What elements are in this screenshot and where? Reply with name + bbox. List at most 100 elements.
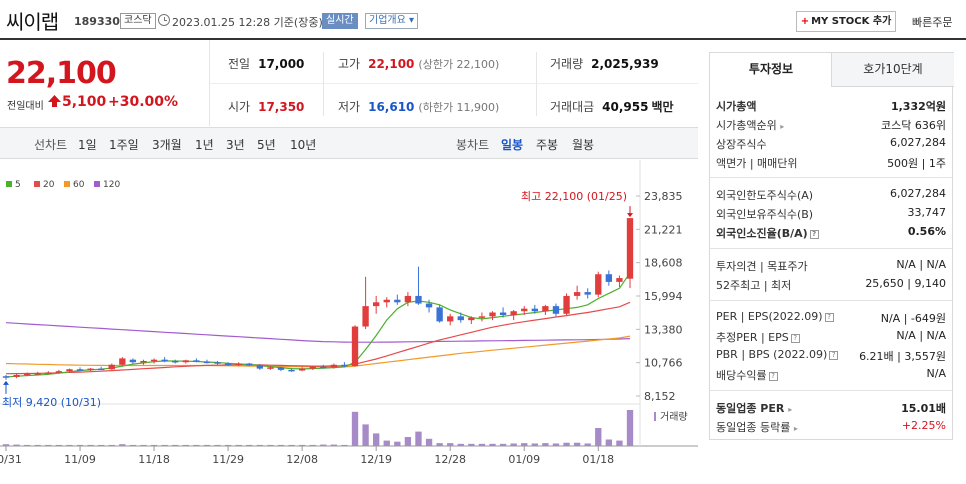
candle <box>288 369 295 372</box>
row-est-per: 추정PER | EPS? N/A | N/A <box>716 329 946 344</box>
help-icon[interactable]: ? <box>809 229 819 239</box>
period-3m[interactable]: 3개월 <box>152 138 182 152</box>
row-industry-rate[interactable]: 동일업종 등락률 ▸ +2.25% <box>716 419 946 434</box>
volume-bar <box>595 428 602 446</box>
volume-bar <box>404 437 412 446</box>
company-overview-dropdown[interactable]: 기업개요 ▾ <box>365 13 418 29</box>
low-value: 16,610 <box>368 100 415 114</box>
candle-monthly[interactable]: 월봉 <box>572 138 595 152</box>
volume-value: 2,025,939 <box>591 57 659 71</box>
add-mystock-label: MY STOCK 추가 <box>811 16 892 27</box>
tab-investment-info[interactable]: 투자정보 <box>710 52 832 87</box>
change-label: 전일대비 <box>7 101 44 112</box>
help-icon[interactable]: ? <box>790 333 800 343</box>
help-icon[interactable]: ? <box>824 312 834 322</box>
add-mystock-button[interactable]: + MY STOCK 추가 <box>796 11 896 32</box>
x-tick-label: 01/18 <box>582 453 614 466</box>
period-5y[interactable]: 5년 <box>257 138 276 152</box>
volume-bar <box>573 442 581 446</box>
volume-bar <box>542 443 549 446</box>
row-week52[interactable]: 52주최고 | 최저 25,650 | 9,140 <box>716 277 946 292</box>
candle <box>521 308 528 312</box>
candle <box>616 278 623 282</box>
plus-icon: + <box>800 16 810 27</box>
period-bar: 선차트 1일 1주일 3개월 1년 3년 5년 10년 봉차트 일봉 주봉 월봉 <box>0 127 698 159</box>
realtime-button[interactable]: 실시간 <box>322 13 358 29</box>
legend-ma5: 5 <box>6 180 21 190</box>
row-listed-shares: 상장주식수 6,027,284 <box>716 136 946 151</box>
low-arrow-head <box>3 380 9 385</box>
row-market-cap-rank[interactable]: 시가총액순위 ▸ 코스닥 636위 <box>716 119 946 132</box>
volume-bar <box>214 444 221 446</box>
candle <box>584 292 591 295</box>
volume-bar <box>383 440 390 446</box>
row-industry-per[interactable]: 동일업종 PER ▸ 15.01배 <box>716 402 946 415</box>
candle <box>372 302 380 307</box>
current-price: 22,100 <box>6 56 117 91</box>
volume-bar <box>372 433 380 446</box>
row-foreign-ratio: 외국인소진율(B/A)? 0.56% <box>716 225 946 240</box>
help-icon[interactable]: ? <box>768 371 778 381</box>
base-time: 2023.01.25 12:28 기준(장중) <box>172 16 323 29</box>
candle <box>436 307 443 322</box>
volume-bar <box>499 443 507 446</box>
candle <box>256 365 264 369</box>
candle <box>415 295 422 304</box>
volume-bar <box>425 438 433 446</box>
high-arrow-head <box>627 213 633 218</box>
quick-order-link[interactable]: 빠른주문 <box>912 16 953 29</box>
period-1y[interactable]: 1년 <box>195 138 214 152</box>
chevron-right-icon: ▸ <box>780 122 785 131</box>
volume-bar <box>362 424 369 446</box>
volume-bar <box>330 444 338 446</box>
candle <box>66 369 73 372</box>
candle <box>552 306 560 314</box>
amount-value: 40,955 <box>602 100 649 114</box>
y-tick-label: 15,994 <box>644 290 683 303</box>
candle <box>76 369 84 371</box>
candle-weekly[interactable]: 주봉 <box>536 138 559 152</box>
y-tick-label: 18,608 <box>644 257 683 270</box>
candle <box>425 303 433 308</box>
candle <box>330 364 338 368</box>
volume-bar <box>552 443 560 446</box>
candle-chart-label: 봉차트 <box>456 138 490 152</box>
chevron-right-icon: ▸ <box>793 424 798 433</box>
candle <box>489 312 496 317</box>
tab-orderbook-10[interactable]: 호가10단계 <box>831 52 954 87</box>
legend-ma60: 60 <box>64 180 84 190</box>
volume-bar <box>76 444 84 446</box>
period-3y[interactable]: 3년 <box>226 138 245 152</box>
x-tick-label: 12/28 <box>434 453 466 466</box>
row-par-value: 액면가 | 매매단위 500원 | 1주 <box>716 157 946 170</box>
up-arrow-icon <box>48 95 61 107</box>
period-1d[interactable]: 1일 <box>78 138 97 152</box>
candle <box>542 306 549 312</box>
period-1w[interactable]: 1주일 <box>109 138 139 152</box>
help-icon[interactable]: ? <box>829 350 839 360</box>
candle <box>13 374 20 377</box>
prev-close-value: 17,000 <box>258 57 305 71</box>
candle <box>224 363 232 366</box>
change-rate: +30.00% <box>108 94 179 110</box>
volume-bar <box>256 444 264 446</box>
volume-bar <box>489 443 496 446</box>
row-pbr: PBR | BPS (2022.09)? 6.21배 | 3,557원 <box>716 348 946 363</box>
candle <box>98 368 105 371</box>
candle <box>23 373 31 376</box>
candle <box>45 372 52 374</box>
ma120-line <box>5 322 631 343</box>
amount-cell: 거래대금 40,955 백만 <box>550 100 674 114</box>
candle <box>214 362 221 364</box>
volume-bar <box>521 443 528 446</box>
candle <box>626 218 634 279</box>
volume-bar <box>563 442 570 446</box>
candle-daily[interactable]: 일봉 <box>501 138 524 152</box>
volume-bar <box>394 441 401 446</box>
line-chart-label: 선차트 <box>34 138 68 152</box>
low-annotation: 최저 9,420 (10/31) <box>2 396 101 409</box>
period-10y[interactable]: 10년 <box>290 138 317 152</box>
legend-ma120: 120 <box>94 180 120 190</box>
stock-code: 189330 <box>74 15 120 28</box>
volume-bar <box>478 443 486 446</box>
